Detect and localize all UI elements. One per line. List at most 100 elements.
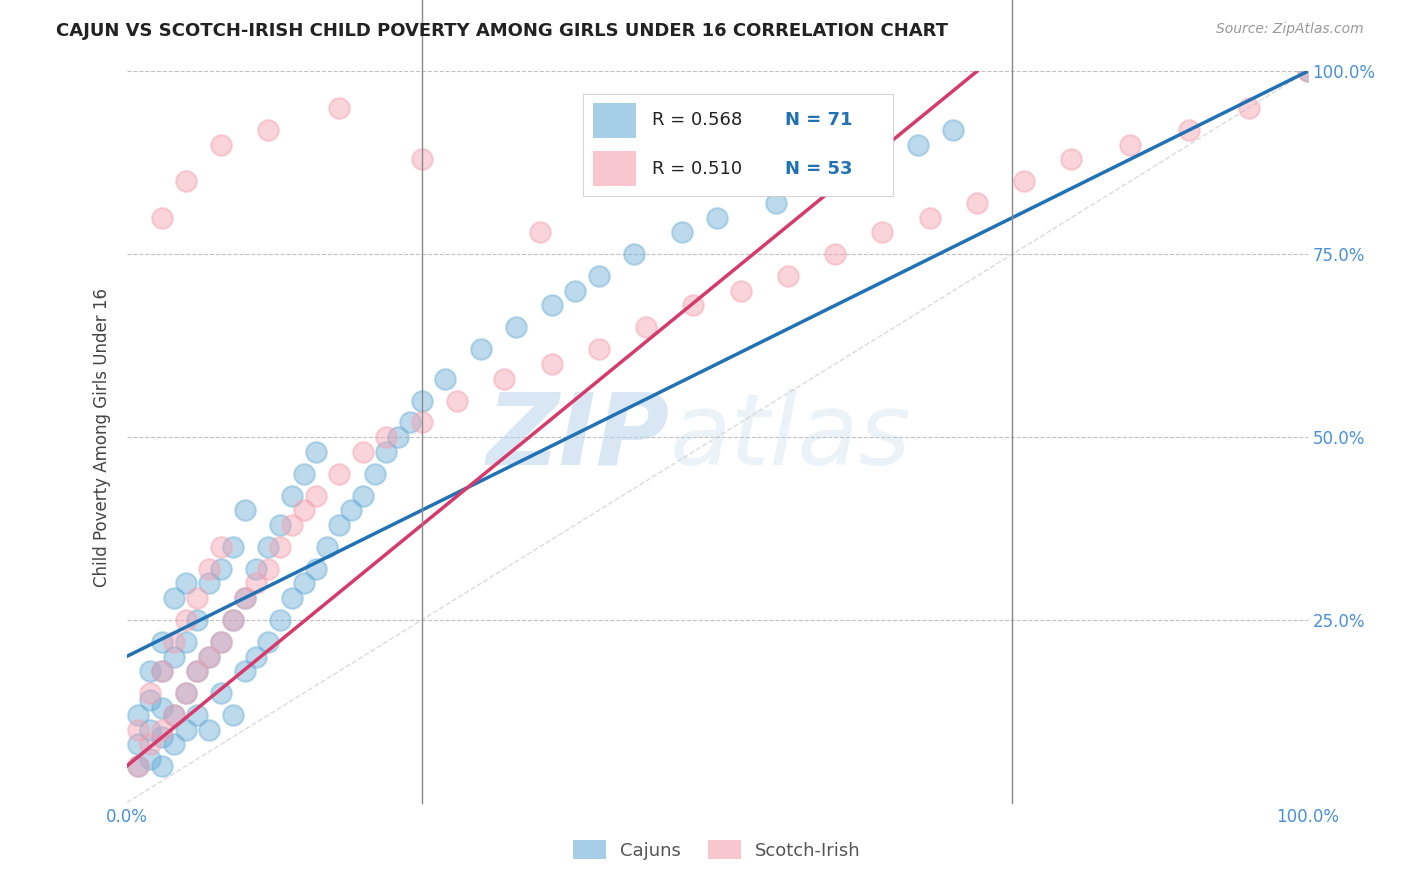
Point xyxy=(281,591,304,605)
Point xyxy=(174,686,197,700)
Point xyxy=(150,723,173,737)
Point xyxy=(198,649,221,664)
Point xyxy=(636,320,658,334)
Point xyxy=(174,723,197,737)
Point xyxy=(800,174,823,188)
Point xyxy=(209,686,232,700)
Point xyxy=(340,503,363,517)
Point xyxy=(505,320,527,334)
Point xyxy=(540,357,562,371)
Point xyxy=(163,708,186,723)
Point xyxy=(150,759,173,773)
Point xyxy=(163,708,186,723)
Point xyxy=(269,517,291,532)
Point xyxy=(387,430,409,444)
Point xyxy=(706,211,728,225)
Point xyxy=(186,664,208,678)
Point xyxy=(765,196,787,211)
Point xyxy=(292,467,315,481)
Point xyxy=(375,430,398,444)
Point xyxy=(150,664,173,678)
Point xyxy=(411,416,433,430)
Point xyxy=(257,562,280,576)
Point xyxy=(139,693,162,707)
Point xyxy=(328,467,350,481)
Text: Source: ZipAtlas.com: Source: ZipAtlas.com xyxy=(1216,22,1364,37)
Point xyxy=(127,723,149,737)
Point xyxy=(186,664,208,678)
Point xyxy=(411,152,433,166)
Point xyxy=(316,540,339,554)
Point xyxy=(127,737,149,751)
Point xyxy=(304,489,326,503)
Point xyxy=(186,613,208,627)
Text: CAJUN VS SCOTCH-IRISH CHILD POVERTY AMONG GIRLS UNDER 16 CORRELATION CHART: CAJUN VS SCOTCH-IRISH CHILD POVERTY AMON… xyxy=(56,22,948,40)
Point xyxy=(872,225,894,239)
Point xyxy=(222,613,245,627)
Point xyxy=(222,708,245,723)
Point xyxy=(375,444,398,458)
Point xyxy=(245,649,267,664)
Point xyxy=(233,591,256,605)
Point xyxy=(163,649,186,664)
Point xyxy=(174,686,197,700)
Point xyxy=(150,664,173,678)
Text: ZIP: ZIP xyxy=(486,389,669,485)
Point xyxy=(127,759,149,773)
Point xyxy=(824,247,846,261)
Point xyxy=(245,562,267,576)
Legend: Cajuns, Scotch-Irish: Cajuns, Scotch-Irish xyxy=(567,833,868,867)
Point xyxy=(352,444,374,458)
Point xyxy=(233,591,256,605)
Point xyxy=(281,489,304,503)
Text: N = 71: N = 71 xyxy=(785,112,852,129)
Point xyxy=(209,540,232,554)
Point xyxy=(682,298,704,312)
Point xyxy=(588,269,610,284)
Text: N = 53: N = 53 xyxy=(785,160,852,178)
Point xyxy=(942,123,965,137)
Point xyxy=(776,269,799,284)
Point xyxy=(623,247,645,261)
Y-axis label: Child Poverty Among Girls Under 16: Child Poverty Among Girls Under 16 xyxy=(93,287,111,587)
Point xyxy=(564,284,586,298)
Point xyxy=(269,540,291,554)
Point xyxy=(198,723,221,737)
Point xyxy=(150,730,173,744)
Point xyxy=(352,489,374,503)
Point xyxy=(434,371,457,385)
Point xyxy=(174,576,197,591)
Point xyxy=(174,613,197,627)
Point xyxy=(174,174,197,188)
Point xyxy=(328,101,350,115)
Point xyxy=(245,576,267,591)
Text: atlas: atlas xyxy=(669,389,911,485)
Point xyxy=(233,664,256,678)
Point xyxy=(1119,137,1142,152)
Point xyxy=(198,576,221,591)
Point xyxy=(139,737,162,751)
Point xyxy=(150,700,173,714)
Point xyxy=(163,635,186,649)
Point xyxy=(411,393,433,408)
Point xyxy=(304,562,326,576)
Point xyxy=(281,517,304,532)
Point xyxy=(363,467,385,481)
Point xyxy=(966,196,988,211)
Point xyxy=(1296,64,1319,78)
Point xyxy=(907,137,929,152)
Point xyxy=(139,723,162,737)
Point xyxy=(1237,101,1260,115)
Point xyxy=(150,211,173,225)
Point xyxy=(198,562,221,576)
Point xyxy=(163,591,186,605)
Bar xyxy=(593,103,636,137)
Point xyxy=(174,635,197,649)
Point xyxy=(470,343,492,357)
Point xyxy=(292,503,315,517)
Point xyxy=(1060,152,1083,166)
Point xyxy=(848,152,870,166)
Point xyxy=(399,416,422,430)
Point xyxy=(222,540,245,554)
Point xyxy=(209,137,232,152)
